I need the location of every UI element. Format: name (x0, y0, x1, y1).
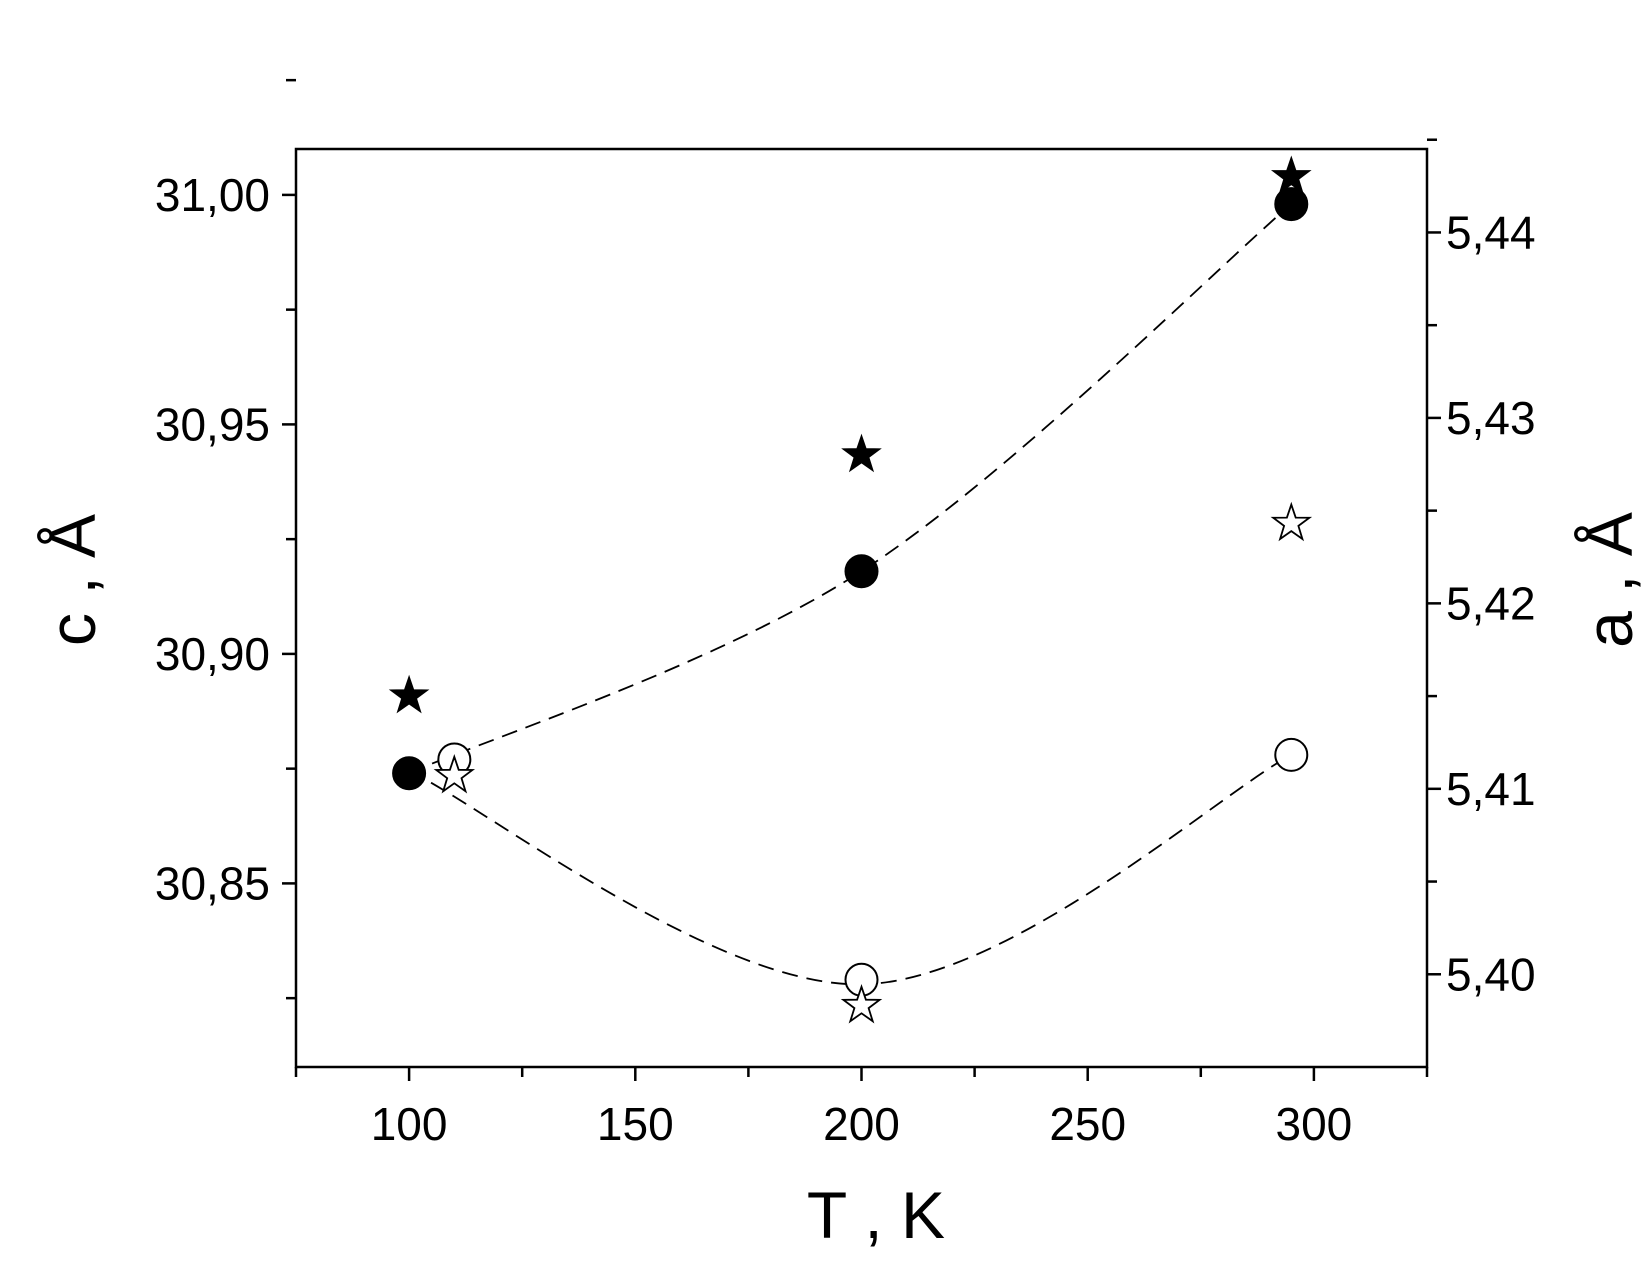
dashed-fit-curve-filled (408, 203, 1292, 775)
y-right-tick-label: 5,42 (1446, 577, 1536, 629)
y-right-tick-label: 5,43 (1446, 392, 1536, 444)
filled-star-point (388, 674, 430, 714)
y-left-tick-label: 30,90 (155, 628, 270, 680)
x-axis-title: T , K (807, 1178, 945, 1252)
y-right-axis-title: a , Å (1572, 512, 1646, 648)
filled-circle-point (1274, 187, 1309, 222)
y-right-axis: 5,40 5,41 5,42 5,43 5,44 (1427, 138, 1536, 1000)
y-right-tick-label: 5,40 (1446, 948, 1536, 1000)
y-left-tick-label: 31,00 (155, 169, 270, 221)
open-star-point (840, 984, 883, 1024)
x-axis: 100 150 200 250 300 (294, 1067, 1429, 1150)
y-left-axis: 30,85 30,90 30,95 31,00 (155, 78, 296, 1000)
open-circle-point (1274, 737, 1309, 772)
y-left-tick-label: 30,95 (155, 398, 270, 450)
data-markers (388, 155, 1313, 1024)
y-left-axis-title: c , Å (35, 514, 109, 646)
x-tick-label: 300 (1276, 1098, 1353, 1150)
filled-circle-point (392, 756, 427, 791)
open-star-point (1270, 501, 1313, 542)
x-tick-label: 200 (823, 1098, 900, 1150)
y-right-tick-label: 5,44 (1446, 206, 1536, 258)
filled-circle-point (844, 554, 879, 589)
x-tick-label: 150 (597, 1098, 674, 1150)
y-right-tick-label: 5,41 (1446, 763, 1536, 815)
filled-star-point (1270, 155, 1312, 195)
open-star-point (433, 753, 476, 794)
fit-curves (408, 203, 1292, 986)
plot-frame (294, 147, 1429, 1069)
y-left-tick-label: 30,85 (155, 857, 270, 909)
dashed-fit-curve-open (408, 754, 1292, 986)
filled-star-point (841, 433, 882, 473)
x-tick-label: 250 (1049, 1098, 1126, 1150)
x-tick-label: 100 (371, 1098, 448, 1150)
